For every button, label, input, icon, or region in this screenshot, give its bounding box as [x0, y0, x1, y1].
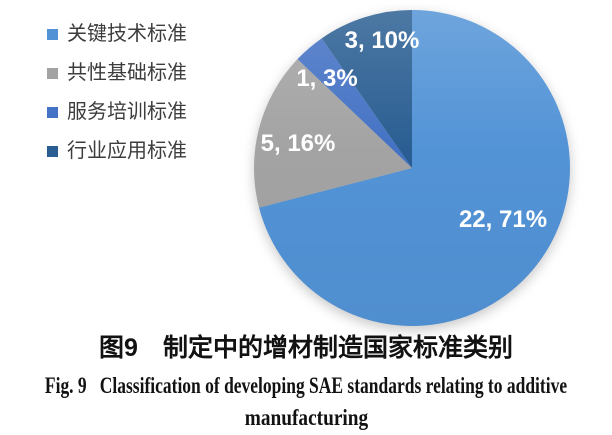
chart-legend: 关键技术标准 共性基础标准 服务培训标准 行业应用标准 [47, 24, 187, 180]
legend-item-1: 共性基础标准 [47, 63, 187, 83]
legend-item-label: 关键技术标准 [67, 23, 187, 45]
pie-slice-0 [259, 10, 570, 326]
legend-swatch-icon [47, 67, 58, 79]
legend-item-label: 服务培训标准 [67, 101, 187, 123]
legend-item-2: 服务培训标准 [47, 102, 187, 122]
figure-caption-english-line1: Fig. 9 Classification of developing SAE … [44, 373, 568, 398]
figure-caption-chinese: 图9 制定中的增材制造国家标准类别 [99, 334, 513, 362]
legend-item-0: 关键技术标准 [47, 24, 187, 44]
pie-slice-2 [297, 38, 412, 168]
pie-slice-1 [254, 59, 412, 208]
legend-item-3: 行业应用标准 [47, 141, 187, 161]
legend-item-label: 共性基础标准 [67, 62, 187, 84]
legend-swatch-icon [47, 145, 58, 157]
figure-caption-english-line2: manufacturing [244, 405, 368, 430]
pie-slice-3 [321, 10, 412, 168]
legend-item-label: 行业应用标准 [67, 140, 187, 162]
legend-swatch-icon [47, 28, 58, 40]
pie-svg [254, 10, 570, 326]
legend-swatch-icon [47, 106, 58, 118]
figure-caption-english-line2-wrap: manufacturing [0, 405, 612, 431]
pie-chart [254, 10, 570, 326]
